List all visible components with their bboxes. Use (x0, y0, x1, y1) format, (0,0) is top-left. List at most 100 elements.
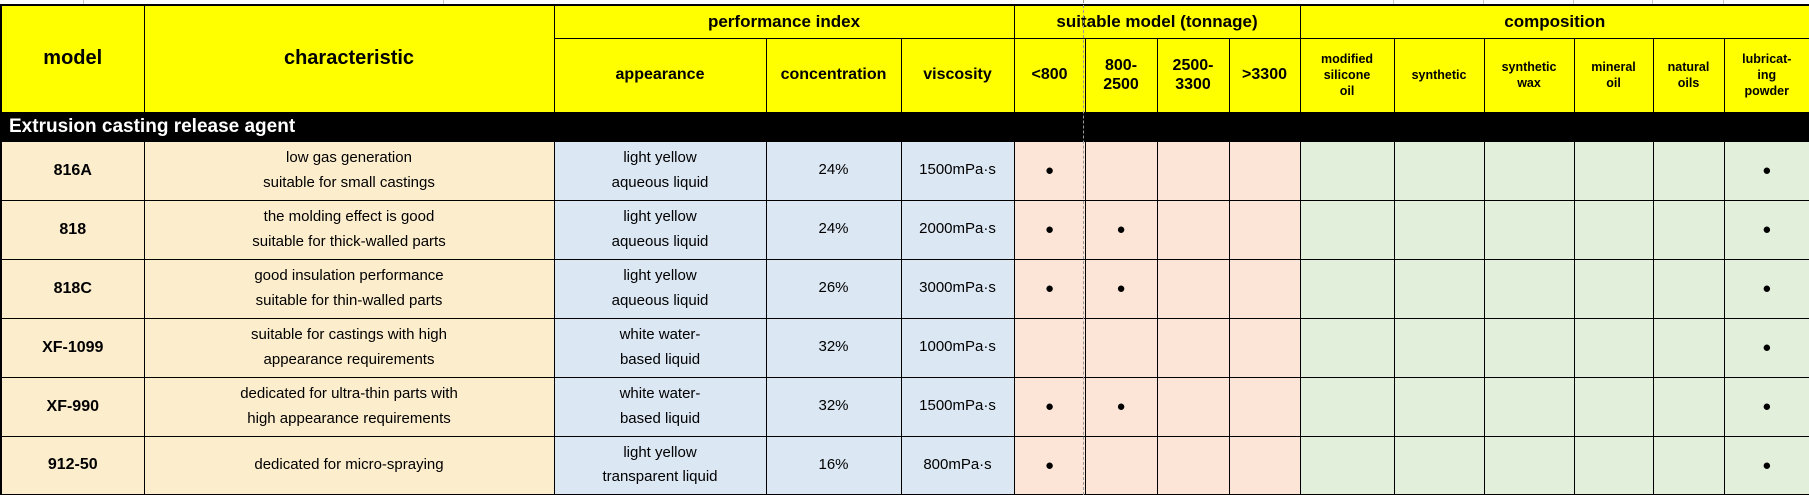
product-table: model characteristic performance index s… (0, 4, 1809, 495)
composition-cell (1652, 258, 1725, 319)
composition-cell (1483, 435, 1575, 495)
concentration-cell: 16% (765, 435, 902, 495)
tonnage-cell: ● (1084, 258, 1158, 319)
header-modified-silicone-oil: modified silicone oil (1299, 37, 1395, 113)
gridline-tick (1393, 0, 1394, 4)
appearance-cell: light yellow aqueous liquid (553, 199, 767, 260)
tonnage-cell (1228, 376, 1301, 437)
header-tonnage-2500-3300: 2500- 3300 (1156, 37, 1230, 113)
composition-cell: ● (1723, 317, 1809, 378)
header-lubricating-powder: lubricat- ing powder (1723, 37, 1809, 113)
tonnage-cell (1228, 199, 1301, 260)
viscosity-cell: 2000mPa·s (900, 199, 1015, 260)
header-model: model (0, 4, 145, 113)
tonnage-cell (1228, 140, 1301, 201)
table-row: 818 the molding effect is good suitable … (0, 199, 1809, 260)
composition-cell (1393, 140, 1485, 201)
header-synthetic-wax: synthetic wax (1483, 37, 1575, 113)
composition-cell (1299, 376, 1395, 437)
header-mineral-oil: mineral oil (1573, 37, 1654, 113)
appearance-cell: light yellow transparent liquid (553, 435, 767, 495)
section-banner-row: Extrusion casting release agent (0, 111, 1809, 142)
table-row: 912-50 dedicated for micro-spraying ligh… (0, 435, 1809, 495)
composition-cell (1299, 258, 1395, 319)
characteristic-cell: good insulation performance suitable for… (143, 258, 555, 319)
header-characteristic: characteristic (143, 4, 555, 113)
composition-cell: ● (1723, 199, 1809, 260)
header-tonnage-gt3300: >3300 (1228, 37, 1301, 113)
composition-cell (1652, 435, 1725, 495)
concentration-cell: 24% (765, 140, 902, 201)
characteristic-cell: low gas generation suitable for small ca… (143, 140, 555, 201)
tonnage-cell (1013, 317, 1086, 378)
table-row: 816A low gas generation suitable for sma… (0, 140, 1809, 201)
composition-cell (1652, 376, 1725, 437)
header-appearance: appearance (553, 37, 767, 113)
tonnage-cell: ● (1013, 376, 1086, 437)
table-row: XF-990 dedicated for ultra-thin parts wi… (0, 376, 1809, 437)
gridline-tick (1573, 0, 1574, 4)
model-cell: XF-990 (0, 376, 145, 437)
tonnage-cell: ● (1084, 376, 1158, 437)
header-row-sub: appearance concentration viscosity <800 … (1, 37, 1809, 113)
viscosity-cell: 1500mPa·s (900, 376, 1015, 437)
model-cell: 912-50 (0, 435, 145, 495)
header-natural-oils: natural oils (1652, 37, 1725, 113)
characteristic-cell: dedicated for micro-spraying (143, 435, 555, 495)
appearance-cell: light yellow aqueous liquid (553, 258, 767, 319)
composition-cell (1573, 376, 1654, 437)
tonnage-cell (1156, 140, 1230, 201)
composition-cell (1393, 317, 1485, 378)
tonnage-cell (1228, 258, 1301, 319)
characteristic-cell: dedicated for ultra-thin parts with high… (143, 376, 555, 437)
composition-cell (1393, 199, 1485, 260)
header-concentration: concentration (765, 37, 902, 113)
gridline-tick (1723, 0, 1724, 4)
composition-cell (1573, 317, 1654, 378)
tonnage-cell (1228, 435, 1301, 495)
header-viscosity: viscosity (900, 37, 1015, 113)
viscosity-cell: 800mPa·s (900, 435, 1015, 495)
composition-cell (1299, 199, 1395, 260)
composition-cell (1483, 199, 1575, 260)
composition-cell (1299, 140, 1395, 201)
concentration-cell: 24% (765, 199, 902, 260)
model-cell: 818C (0, 258, 145, 319)
composition-cell (1393, 376, 1485, 437)
composition-cell (1483, 258, 1575, 319)
gridline-tick (1483, 0, 1484, 4)
tonnage-cell: ● (1013, 435, 1086, 495)
tonnage-cell (1156, 199, 1230, 260)
viscosity-cell: 3000mPa·s (900, 258, 1015, 319)
composition-cell (1299, 435, 1395, 495)
model-cell: XF-1099 (0, 317, 145, 378)
tonnage-cell (1084, 140, 1158, 201)
composition-cell (1483, 317, 1575, 378)
gridline-tick (83, 0, 84, 4)
tonnage-cell (1156, 317, 1230, 378)
composition-cell (1652, 317, 1725, 378)
tonnage-cell (1156, 376, 1230, 437)
header-synthetic: synthetic (1393, 37, 1485, 113)
model-cell: 818 (0, 199, 145, 260)
header-tonnage-800-2500: 800- 2500 (1084, 37, 1158, 113)
composition-cell: ● (1723, 258, 1809, 319)
composition-cell (1393, 258, 1485, 319)
table-row: 818C good insulation performance suitabl… (0, 258, 1809, 319)
section-banner: Extrusion casting release agent (0, 111, 1809, 142)
viscosity-cell: 1000mPa·s (900, 317, 1015, 378)
header-row-groups: model characteristic performance index s… (0, 4, 1809, 113)
header-composition: composition (1299, 4, 1809, 39)
composition-cell (1483, 376, 1575, 437)
composition-cell (1573, 435, 1654, 495)
characteristic-cell: suitable for castings with high appearan… (143, 317, 555, 378)
appearance-cell: white water- based liquid (553, 317, 767, 378)
gridline-tick (1652, 0, 1653, 4)
model-cell: 816A (0, 140, 145, 201)
header-performance-index: performance index (553, 4, 1015, 39)
header-suitable-model: suitable model (tonnage) (1013, 4, 1301, 39)
composition-cell (1652, 140, 1725, 201)
header-tonnage-lt800: <800 (1013, 37, 1086, 113)
composition-cell: ● (1723, 140, 1809, 201)
